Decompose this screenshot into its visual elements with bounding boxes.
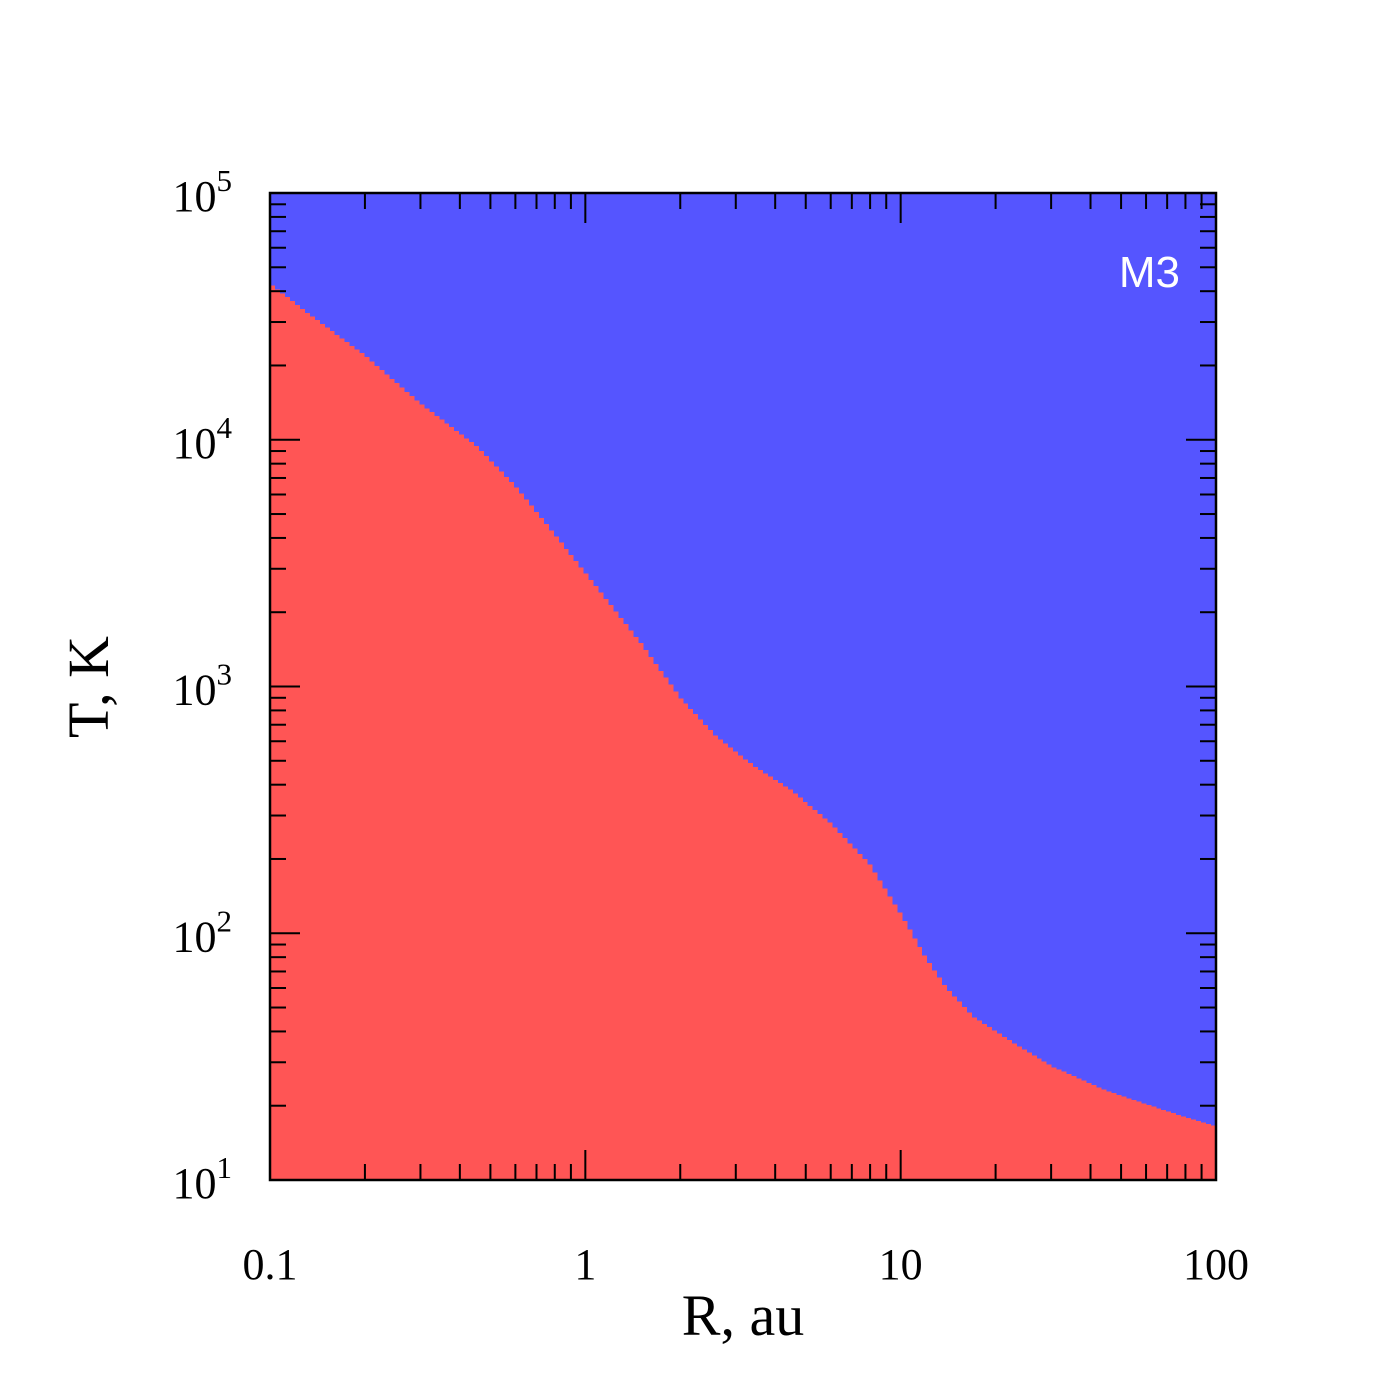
- lower-region: [270, 285, 1216, 1180]
- annotation-label: M3: [1119, 248, 1180, 297]
- y-axis-label: T, K: [56, 636, 121, 738]
- x-tick-label: 1: [574, 1240, 596, 1289]
- plot-area: [268, 191, 1218, 1182]
- x-axis-label: R, au: [682, 1283, 804, 1348]
- y-tick-exponent: 4: [217, 410, 233, 445]
- y-tick-label: 102: [173, 903, 233, 961]
- y-tick-label: 105: [173, 163, 233, 221]
- y-tick-exponent: 3: [217, 657, 233, 692]
- y-tick-label: 104: [173, 410, 233, 468]
- y-tick-exponent: 1: [217, 1150, 233, 1185]
- tick-labels: 0.1 1 10 100 101 102 103 104 105: [173, 163, 1250, 1289]
- x-tick-label: 0.1: [243, 1240, 298, 1289]
- y-tick-label: 101: [173, 1150, 233, 1208]
- x-tick-label: 10: [879, 1240, 923, 1289]
- axis-ticks: [269, 193, 1216, 1181]
- y-tick-exponent: 2: [217, 903, 233, 938]
- y-tick-exponent: 5: [217, 163, 233, 198]
- y-tick-label: 103: [173, 657, 233, 715]
- x-tick-label: 100: [1183, 1240, 1249, 1289]
